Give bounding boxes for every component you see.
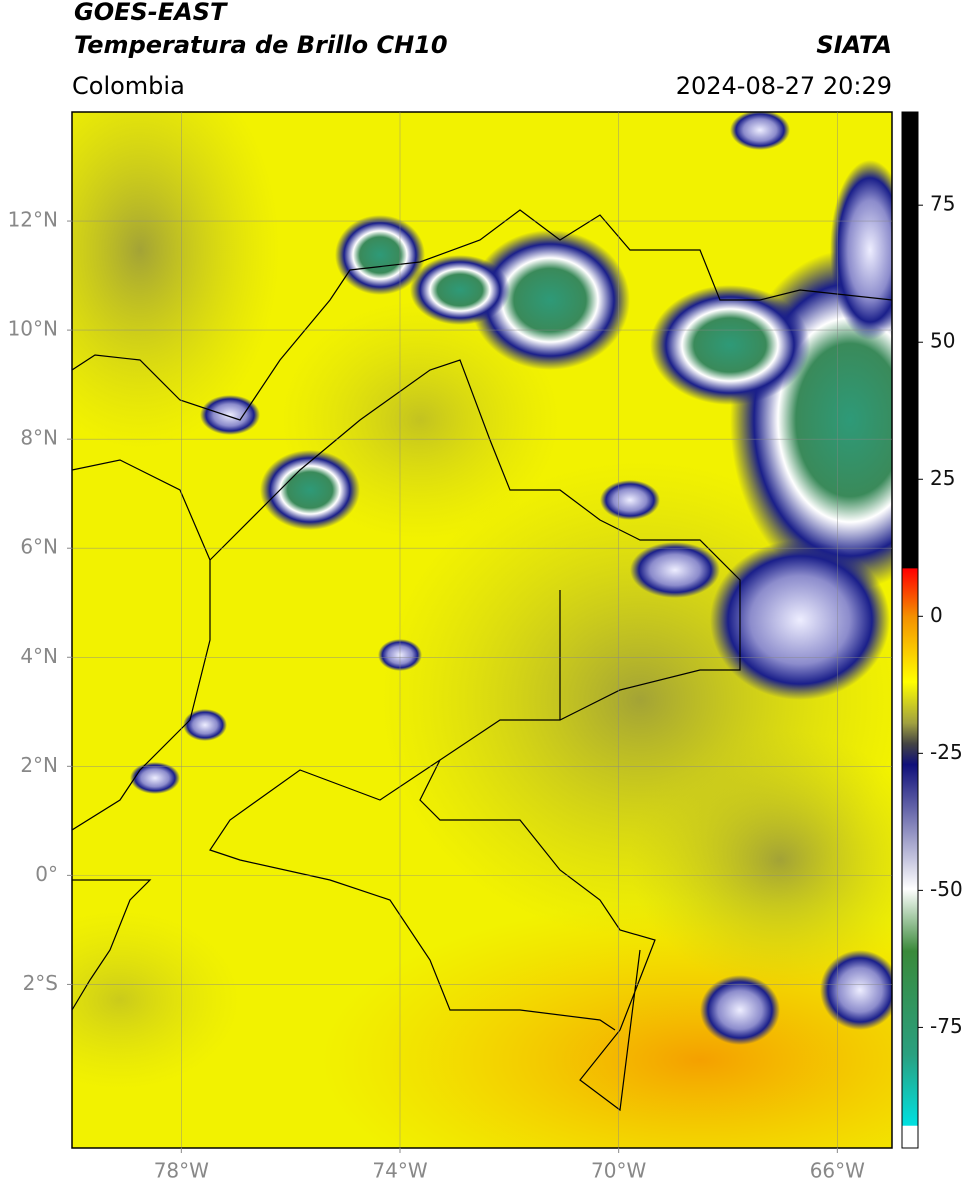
x-tick-label: 74°W [372,1159,427,1183]
colorbar-tick-label: -75 [930,1014,963,1038]
title: GOES-EAST [74,0,228,26]
x-tick-label: 66°W [810,1159,865,1183]
colorbar-tick-label: -25 [930,740,963,764]
colorbar-tick-label: 75 [930,192,955,216]
satellite-image [72,112,892,1148]
colorbar-tick-label: 0 [930,603,943,627]
y-tick-label: 2°N [20,753,58,777]
y-tick-label: 8°N [20,426,58,450]
x-tick-label: 70°W [591,1159,646,1183]
colorbar-tick-label: 25 [930,466,955,490]
subtitle: Temperatura de Brillo CH10 [74,31,448,59]
coastline [72,209,892,1011]
y-tick-label: 10°N [8,317,58,341]
x-tick-label: 78°W [154,1159,209,1183]
colorbar [901,111,919,1149]
map-frame [71,111,893,1149]
source: SIATA [816,31,892,59]
y-tick-label: 12°N [8,208,58,232]
borders [209,359,741,1112]
colorbar-tick-label: 50 [930,329,955,353]
y-tick-label: 6°N [20,535,58,559]
region: Colombia [72,72,185,100]
datetime: 2024-08-27 20:29 [676,72,892,100]
y-tick-label: 0° [35,862,58,886]
colorbar-tick-label: -50 [930,877,963,901]
y-tick-label: 2°S [23,971,58,995]
y-tick-label: 4°N [20,644,58,668]
